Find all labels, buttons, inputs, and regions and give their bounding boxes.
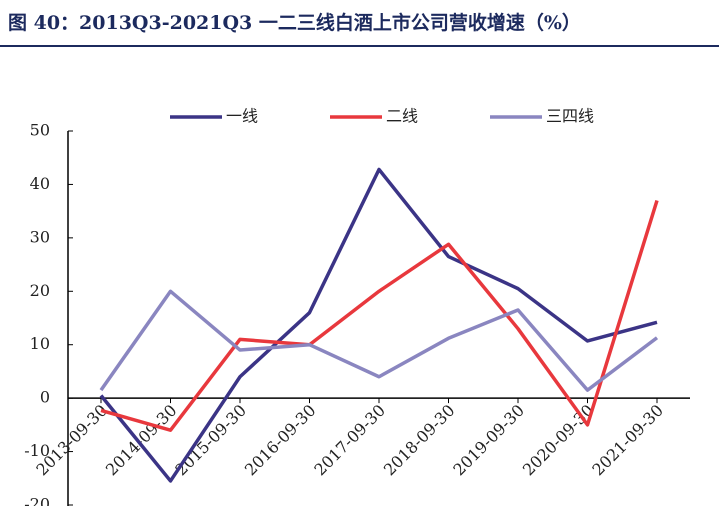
y-tick-label: -10 — [24, 441, 50, 460]
y-tick-label: 50 — [30, 121, 50, 140]
x-tick-label: 2019-09-30 — [449, 401, 528, 480]
y-tick-label: -20 — [24, 495, 50, 506]
chart-title: 图 40：2013Q3-2021Q3 一二三线白酒上市公司营收增速（%） — [8, 11, 581, 34]
y-tick-label: 30 — [30, 227, 50, 246]
series-line — [100, 199, 659, 432]
x-tick-label: 2021-09-30 — [588, 401, 667, 480]
series-line — [99, 167, 658, 483]
legend-label: 三四线 — [546, 107, 594, 126]
x-tick-label: 2016-09-30 — [241, 401, 320, 480]
y-tick-label: 10 — [30, 334, 50, 353]
y-tick-label: 40 — [30, 174, 50, 193]
y-tick-label: 20 — [30, 281, 50, 300]
x-tick-label: 2013-09-30 — [32, 401, 111, 480]
y-tick-label: 0 — [40, 388, 50, 407]
x-tick-label: 2018-09-30 — [380, 401, 459, 480]
x-tick-label: 2017-09-30 — [310, 401, 389, 480]
legend-label: 一线 — [226, 107, 258, 126]
x-tick-label: 2020-09-30 — [519, 401, 598, 480]
series-line — [99, 289, 659, 392]
legend-label: 二线 — [386, 107, 418, 126]
